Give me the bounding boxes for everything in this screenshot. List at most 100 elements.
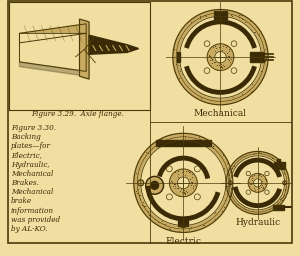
Point [174, 217, 178, 221]
Point [186, 69, 190, 73]
Circle shape [194, 194, 200, 200]
Point [184, 182, 189, 186]
Point [234, 28, 239, 32]
Point [228, 65, 232, 69]
Point [281, 195, 286, 199]
Point [172, 47, 177, 51]
Point [259, 58, 264, 62]
Circle shape [173, 9, 268, 105]
Point [200, 29, 205, 33]
Point [155, 163, 160, 167]
Point [214, 204, 219, 208]
Point [179, 170, 184, 174]
Point [212, 58, 217, 62]
Point [224, 66, 229, 70]
Point [245, 32, 250, 36]
Point [186, 168, 191, 173]
Point [228, 49, 233, 54]
Point [231, 95, 236, 99]
Point [175, 186, 179, 190]
Point [249, 56, 254, 60]
Point [266, 194, 271, 198]
Point [261, 53, 266, 57]
Point [195, 20, 200, 24]
Point [178, 143, 182, 147]
Point [209, 186, 214, 190]
Point [257, 173, 262, 177]
Point [224, 51, 229, 55]
Point [218, 18, 222, 22]
Point [210, 154, 215, 158]
Point [204, 144, 208, 148]
Point [195, 176, 200, 180]
Point [270, 172, 274, 176]
Point [241, 38, 246, 42]
Point [236, 191, 240, 195]
Point [249, 182, 254, 186]
Point [158, 137, 163, 141]
Point [151, 166, 156, 170]
Point [176, 169, 180, 173]
Point [215, 68, 220, 72]
Point [161, 182, 166, 186]
Text: Mechanical: Mechanical [194, 109, 247, 118]
Point [224, 184, 229, 188]
Point [244, 65, 249, 69]
Point [231, 39, 236, 43]
Point [222, 66, 227, 70]
Point [207, 200, 212, 204]
Point [188, 193, 193, 197]
Point [210, 57, 215, 61]
Circle shape [246, 171, 250, 176]
Point [212, 210, 217, 214]
Point [239, 92, 244, 96]
Point [263, 211, 268, 215]
Point [243, 207, 248, 211]
Point [257, 177, 262, 181]
Point [231, 66, 236, 70]
Point [184, 71, 189, 75]
Point [201, 13, 206, 17]
Point [242, 209, 247, 213]
Point [182, 212, 187, 216]
Point [221, 56, 226, 60]
Point [136, 187, 141, 191]
Point [282, 193, 286, 197]
Point [253, 200, 257, 204]
Point [198, 91, 203, 95]
Point [178, 67, 182, 71]
Point [238, 28, 243, 32]
Bar [156, 140, 211, 146]
Point [275, 174, 280, 178]
Point [282, 170, 287, 175]
Point [212, 31, 216, 35]
Point [255, 176, 260, 180]
Point [182, 192, 187, 196]
Point [236, 195, 241, 199]
Point [222, 205, 227, 209]
Point [248, 38, 252, 42]
Point [230, 166, 234, 170]
Circle shape [194, 166, 200, 172]
Point [278, 197, 283, 201]
Point [205, 43, 209, 47]
Point [247, 166, 251, 170]
Point [180, 189, 184, 194]
Point [226, 49, 231, 53]
Point [208, 171, 213, 175]
Point [199, 162, 203, 166]
Point [175, 169, 180, 173]
Point [181, 162, 185, 166]
Point [147, 213, 152, 217]
Point [152, 217, 157, 221]
Bar [214, 12, 227, 20]
Point [224, 161, 229, 165]
Point [232, 82, 237, 86]
Point [203, 42, 208, 47]
Point [257, 186, 262, 190]
Point [179, 36, 184, 40]
Point [258, 188, 263, 192]
Circle shape [231, 156, 285, 210]
Point [213, 60, 218, 64]
Point [185, 200, 190, 204]
